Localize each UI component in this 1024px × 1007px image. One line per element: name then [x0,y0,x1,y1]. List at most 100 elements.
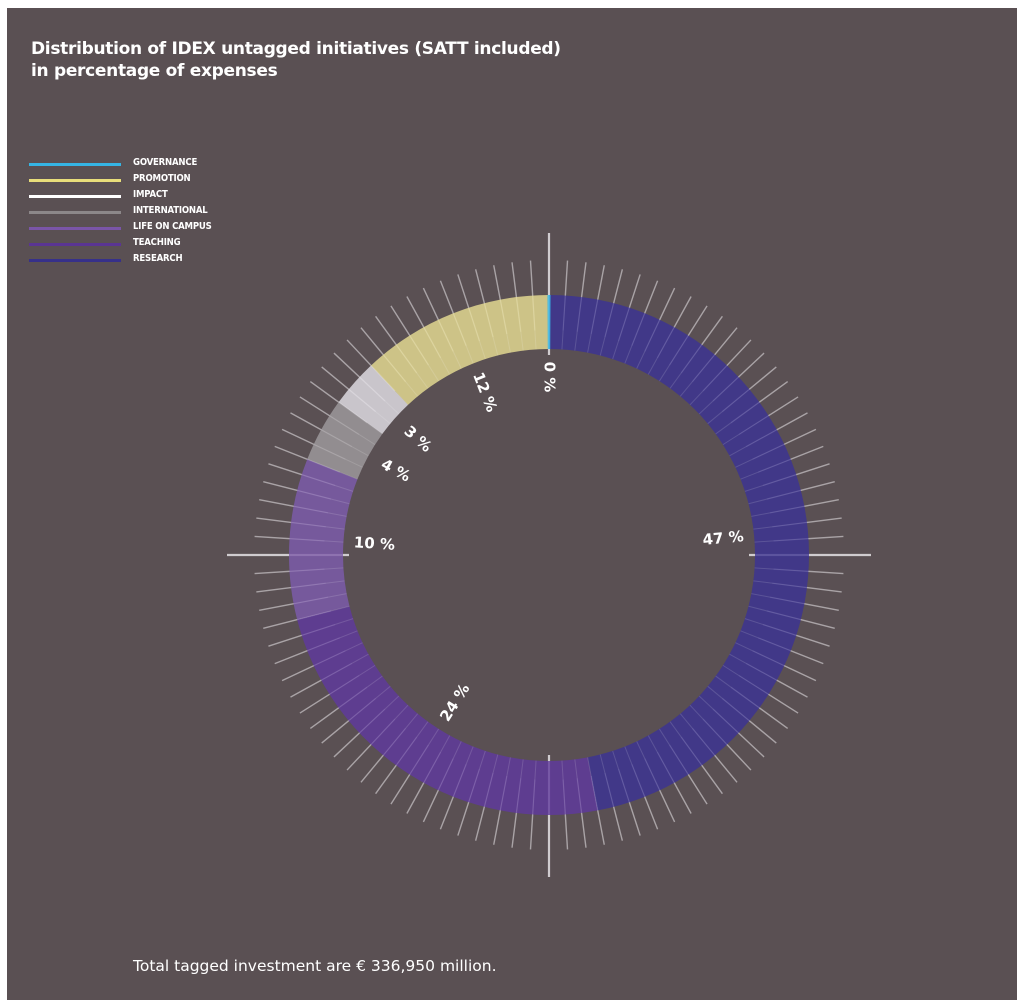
ring-tick [753,521,808,530]
ring-tick [338,401,383,435]
ring-tick [452,746,474,797]
ring-tick [307,630,358,652]
ring-tick [729,653,778,681]
ring-tick [748,489,801,505]
ring-tick [395,721,429,766]
legend-label: IMPACT [133,189,168,200]
ring-tick [437,741,462,791]
ring-tick [722,664,769,695]
ring-tick [689,365,728,406]
ring-tick [561,760,566,815]
ring-tick [532,760,537,815]
ring-tick [707,388,750,425]
ring-tick [735,642,785,667]
ring-tick [715,401,760,435]
value-label-research: 47 % [702,527,745,549]
ring-tick [409,728,440,775]
ring-tick [574,296,583,351]
ring-tick [744,474,797,492]
ring-tick [744,618,797,636]
ring-tick [370,704,409,745]
ring-tick [329,664,376,695]
ring-tick [715,675,760,709]
ring-tick [624,746,646,797]
ring-tick [301,618,354,636]
chart-title-line-1: Distribution of IDEX untagged initiative… [31,39,561,59]
ring-tick [748,605,801,621]
ring-tick [754,567,809,572]
ring-tick [289,567,344,572]
ring-tick [599,754,615,807]
ring-tick [658,728,689,775]
ring-tick [599,303,615,356]
slice-research [549,295,810,811]
ring-tick [574,759,583,814]
ring-tick [409,335,440,382]
legend-swatch [29,243,121,246]
legend-label: GOVERNANCE [133,157,198,168]
ring-tick [499,757,511,811]
slice-teaching [297,606,598,815]
chart-title: Distribution of IDEX untagged initiative… [31,38,561,82]
ring-tick [348,388,391,425]
legend-swatch [29,211,121,214]
ring-tick [740,630,791,652]
ring-tick [532,295,537,350]
legend-swatch [29,163,121,166]
ring-tick [753,580,808,589]
ring-tick [669,721,703,766]
ring-tick [320,429,369,457]
chart-card: Distribution of IDEX untagged initiative… [7,8,1017,1000]
value-label-teaching: 24 % [436,680,473,724]
slice-promotion [371,295,549,405]
ring-tick [307,458,358,480]
ring-tick [515,296,524,351]
ring-tick [587,757,599,811]
ring-tick [423,326,451,375]
ring-tick [359,376,400,415]
slice-governance [547,295,551,350]
ring-tick-overlay [289,295,809,815]
ring-tick [289,538,344,543]
chart-footnote: Total tagged investment are € 336,950 mi… [133,957,497,975]
ring-tick [647,326,675,375]
ring-tick [382,354,419,397]
value-label-impact: 3 % [401,422,436,456]
ring-tick [679,354,716,397]
ring-tick [636,741,661,791]
value-label-governance: 0 % [541,362,559,393]
ring-tick [669,344,703,389]
ring-tick [636,319,661,369]
legend-swatch [29,195,121,198]
slice-impact [338,365,408,434]
legend-label: TEACHING [133,237,181,248]
ring-tick [370,365,409,406]
ring-tick [320,653,369,681]
ring-tick [297,489,350,505]
ring-tick [313,642,363,667]
slice-life-on-campus [289,459,358,620]
ring-tick [751,505,805,517]
legend-swatch [29,179,121,182]
ring-tick [751,593,805,605]
ring-tick [698,695,739,734]
legend-swatch [29,259,121,262]
ring-tick [468,750,486,803]
ring-tick [395,344,429,389]
ring-tick [515,759,524,814]
legend-swatch [29,227,121,230]
ring-tick [468,307,486,360]
ring-tick [313,443,363,468]
ring-tick [689,704,728,745]
ring-tick [483,303,499,356]
ring-tick [754,538,809,543]
ring-tick [499,299,511,353]
ring-tick [382,713,419,756]
ring-tick [290,580,345,589]
ring-tick [561,295,566,350]
ring-tick [612,750,630,803]
ring-tick [612,307,630,360]
ring-tick [338,675,383,709]
ring-tick [423,735,451,784]
ring-tick [297,605,350,621]
